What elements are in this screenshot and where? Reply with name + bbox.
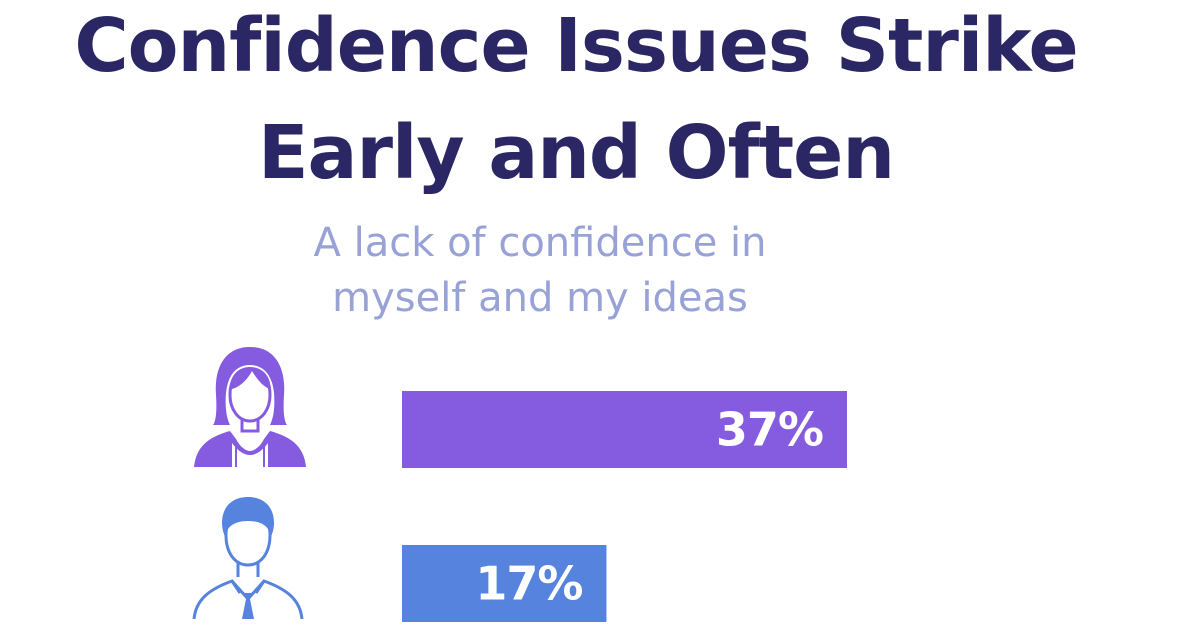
subtitle-line-2: myself and my ideas [332, 275, 748, 321]
bar-label-women: 37% [716, 403, 823, 457]
bar-women [402, 391, 847, 468]
bar-label-men: 17% [475, 557, 582, 611]
title-line-1: Confidence Issues Strike [74, 3, 1078, 89]
female-person-icon [194, 347, 306, 467]
title-line-2: Early and Often [257, 110, 895, 196]
bar-men [402, 545, 607, 622]
male-person-icon [192, 497, 304, 620]
subtitle-line-1: A lack of confidence in [313, 220, 767, 266]
